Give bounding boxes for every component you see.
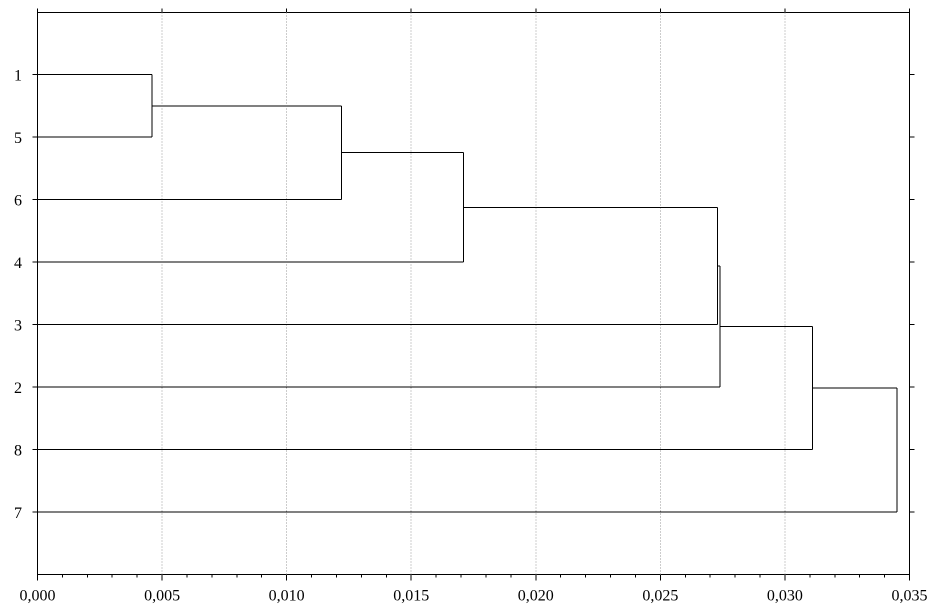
axis-labels: 0,000 0,005 0,010 0,015 0,020 0,025 0,030 0,035… xyxy=(14,68,928,605)
leaf-label: 6 xyxy=(14,193,22,210)
leaf-label: 3 xyxy=(14,318,22,335)
leaf-label: 5 xyxy=(14,130,22,147)
x-tick-label: 0,010 xyxy=(269,588,305,605)
leaf-label: 7 xyxy=(14,505,22,522)
grid-lines xyxy=(161,12,786,575)
plot-frame xyxy=(37,12,910,575)
x-tick-label: 0,030 xyxy=(767,588,803,605)
leaf-label: 8 xyxy=(14,443,22,460)
x-tick-label: 0,020 xyxy=(518,588,554,605)
axis-ticks xyxy=(32,8,915,581)
leaf-label: 2 xyxy=(14,380,22,397)
x-tick-label: 0,005 xyxy=(144,588,180,605)
x-tick-label: 0,035 xyxy=(892,588,928,605)
leaf-label: 1 xyxy=(14,68,22,85)
leaf-label: 4 xyxy=(14,255,22,272)
x-tick-label: 0,000 xyxy=(20,588,56,605)
dendrogram-branches xyxy=(37,74,898,513)
x-tick-label: 0,015 xyxy=(393,588,429,605)
x-tick-label: 0,025 xyxy=(642,588,678,605)
